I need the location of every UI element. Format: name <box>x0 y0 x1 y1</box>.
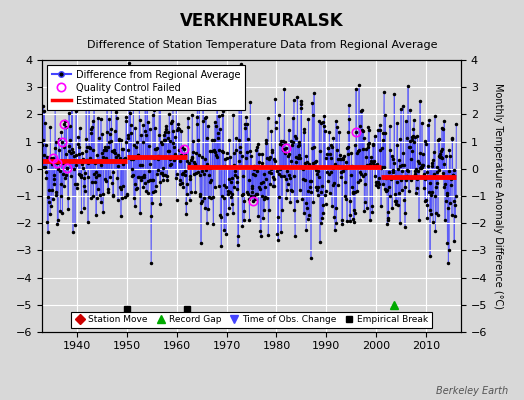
Legend: Station Move, Record Gap, Time of Obs. Change, Empirical Break: Station Move, Record Gap, Time of Obs. C… <box>71 312 432 328</box>
Y-axis label: Monthly Temperature Anomaly Difference (°C): Monthly Temperature Anomaly Difference (… <box>493 83 503 309</box>
Text: VERKHNEURALSK: VERKHNEURALSK <box>180 12 344 30</box>
Text: Difference of Station Temperature Data from Regional Average: Difference of Station Temperature Data f… <box>87 40 437 50</box>
Text: Berkeley Earth: Berkeley Earth <box>436 386 508 396</box>
